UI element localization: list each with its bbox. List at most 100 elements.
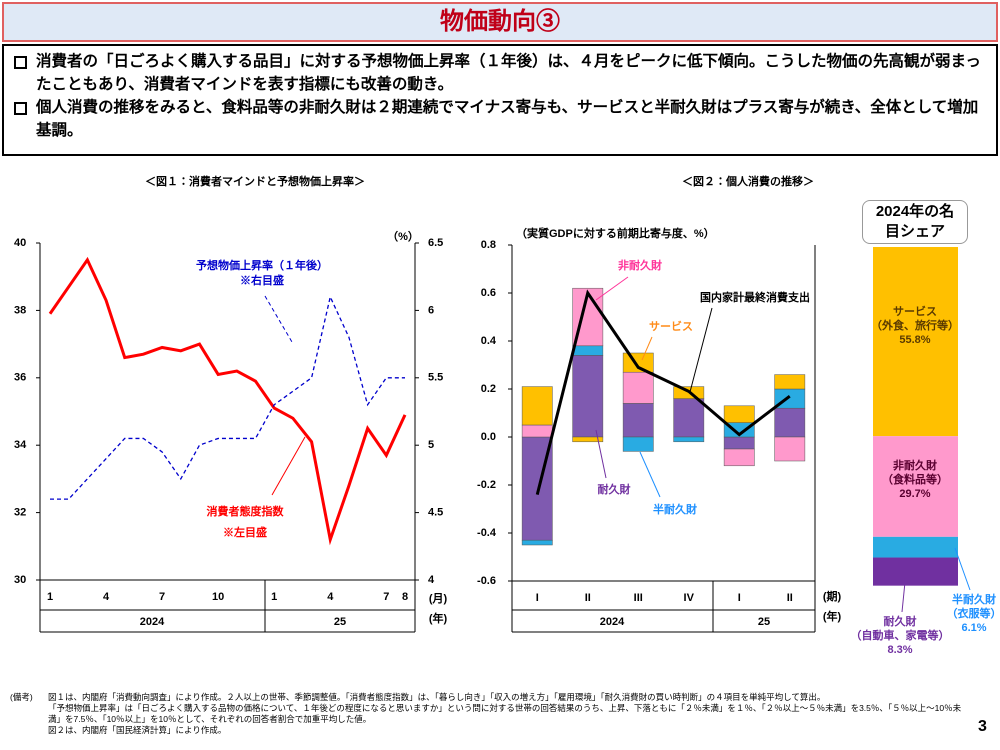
- x-tick-label: 1: [47, 591, 53, 603]
- x-tick-label: II: [787, 592, 793, 604]
- y-tick-label: 0.0: [481, 431, 496, 443]
- share-detail: （外食、旅行等）: [871, 318, 959, 332]
- x-group-label: 2024: [600, 616, 625, 628]
- bar-segment: [723, 436, 755, 450]
- series-label: 半耐久財: [653, 502, 697, 516]
- bullet: 消費者の「日ごろよく購入する品目」に対する予想物価上昇率（１年後）は、４月をピー…: [10, 50, 990, 96]
- y-tick-label: 0.8: [481, 239, 496, 251]
- bar-segment: [572, 355, 604, 438]
- y-tick-label: 34: [14, 439, 27, 451]
- share-detail: （自動車、家電等）: [851, 628, 950, 642]
- share-title-box: 2024年の名目シェア: [862, 200, 968, 244]
- bar-segment: [622, 352, 654, 373]
- y-tick-label: 0.2: [481, 383, 496, 395]
- bar-segment: [774, 436, 806, 462]
- leader-line: [595, 276, 629, 301]
- y-axis-label: （実質GDPに対する前期比寄与度、%）: [516, 226, 715, 240]
- x-group-unit: (年): [823, 609, 842, 623]
- y-tick-label: -0.2: [477, 479, 496, 491]
- series-label: 予想物価上昇率（１年後）: [196, 258, 328, 272]
- share-value-label: 55.8%: [899, 334, 930, 346]
- x-tick-label: 7: [159, 591, 165, 603]
- leader-line: [901, 581, 906, 613]
- series-label: 耐久財: [598, 482, 631, 496]
- series-line: [535, 289, 791, 495]
- leader-line: [595, 429, 607, 479]
- bar-segment: [572, 345, 604, 356]
- bullet: 個人消費の推移をみると、食料品等の非耐久財は２期連続でマイナス寄与も、サービスと…: [10, 96, 990, 142]
- x-tick-label: 7: [383, 591, 389, 603]
- bar-segment: [723, 405, 755, 423]
- x-tick-label: 8: [402, 591, 408, 603]
- y2-tick-label: 6.5: [428, 237, 443, 249]
- leader-line: [641, 336, 653, 361]
- bar-segment: [572, 436, 604, 443]
- share-segment: [873, 247, 958, 437]
- y-tick-label: 0.4: [481, 335, 497, 347]
- y2-tick-label: 5: [428, 439, 434, 451]
- bar-segment: [622, 436, 654, 452]
- bar-segment: [774, 374, 806, 390]
- share-segment: [873, 557, 958, 586]
- x-tick-label: 1: [271, 591, 277, 603]
- x-group-label: 2024: [140, 616, 165, 628]
- y-tick-label: -0.6: [477, 575, 496, 587]
- x-tick-label: 4: [103, 591, 110, 603]
- bar-segment: [723, 448, 755, 467]
- chart-title: ＜図１：消費者マインドと予想物価上昇率＞: [145, 174, 365, 188]
- note-line: 図１は、内閣府「消費動向調査」により作成。２人以上の世帯、季節調整値。「消費者態…: [48, 692, 826, 702]
- bar-segment: [622, 371, 654, 404]
- x-unit: (期): [823, 589, 842, 603]
- x-group-label: 25: [758, 616, 770, 628]
- y-tick-label: -0.4: [477, 527, 497, 539]
- share-value-label: 6.1%: [961, 622, 986, 634]
- series-label: サービス: [649, 319, 693, 333]
- x-group-unit: (年): [429, 611, 448, 625]
- y-tick-label: 40: [14, 237, 26, 249]
- x-tick-label: IV: [684, 592, 695, 604]
- annotation-arrow: [264, 295, 293, 343]
- page-number: 3: [978, 718, 987, 735]
- share-name: サービス: [893, 304, 937, 318]
- share-segment: [873, 536, 958, 558]
- bar-segment: [673, 436, 705, 443]
- x-tick-label: I: [536, 592, 539, 604]
- x-tick-label: I: [738, 592, 741, 604]
- share-value-label: 29.7%: [899, 488, 930, 500]
- share-value-label: 8.3%: [887, 644, 912, 656]
- notes: (備考) 図１は、内閣府「消費動向調査」により作成。２人以上の世帯、季節調整値。…: [10, 692, 970, 736]
- x-tick-label: 10: [212, 591, 224, 603]
- y2-tick-label: 4: [428, 574, 435, 586]
- y2-unit: （%）: [387, 230, 419, 243]
- bar-segment: [521, 539, 553, 546]
- bar-segment: [774, 407, 806, 438]
- series-line: [48, 256, 407, 546]
- summary-box: 消費者の「日ごろよく購入する品目」に対する予想物価上昇率（１年後）は、４月をピー…: [2, 44, 998, 156]
- leader-line: [954, 547, 971, 591]
- note-line: 「予想物価上昇率」は「日ごろよく購入する品物の価格について、１年後どの程度になる…: [48, 703, 962, 724]
- header-title: 物価動向③: [2, 2, 998, 42]
- share-segment: [873, 436, 958, 537]
- y-tick-label: 30: [14, 574, 26, 586]
- series-label: 非耐久財: [618, 258, 662, 272]
- share-name: 非耐久財: [893, 458, 937, 472]
- y2-tick-label: 6: [428, 304, 434, 316]
- y-tick-label: 36: [14, 372, 26, 384]
- x-unit: (月): [429, 592, 448, 605]
- y-tick-label: 38: [14, 304, 26, 316]
- share-detail: （食料品等）: [882, 472, 948, 486]
- leader-line: [689, 307, 713, 393]
- y2-tick-label: 4.5: [428, 507, 443, 519]
- chart-title: ＜図２：個人消費の推移＞: [682, 174, 814, 188]
- share-name: 半耐久財: [952, 592, 996, 606]
- share-title: 2024年の名目シェア: [875, 203, 955, 240]
- series-note: ※右目盛: [240, 273, 284, 287]
- annotation-arrow: [271, 436, 306, 496]
- series-label: 国内家計最終消費支出: [700, 290, 810, 304]
- bar-segment: [673, 398, 705, 438]
- series-note: ※左目盛: [223, 525, 267, 539]
- series-line: [50, 294, 405, 500]
- bar-segment: [622, 403, 654, 438]
